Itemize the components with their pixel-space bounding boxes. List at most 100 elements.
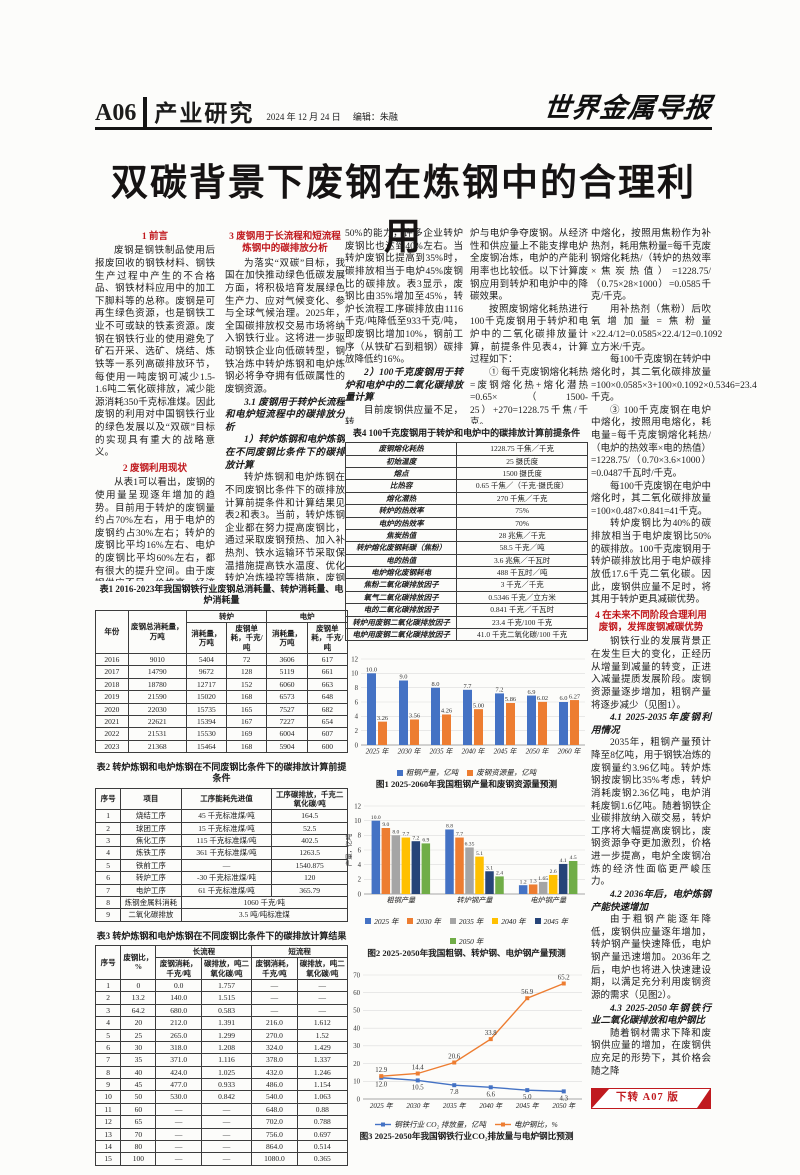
table-cell: 70% (456, 516, 588, 530)
figure-caption: 图2 2025-2050年我国粗钢、转炉钢、电炉钢产量预测 (367, 947, 566, 958)
legend-item: 2035 年 (449, 916, 483, 927)
table-cell: 654 (306, 714, 349, 729)
table-cell: 1 (94, 809, 122, 823)
table-4-block: 表4 100千克废钢用于转炉和电炉中的碳排放计算前提条件 废钢熔化耗热 1228.7… (344, 428, 588, 642)
legend-label: 2050 年 (458, 936, 484, 946)
table-cell: 1.246 (296, 1065, 349, 1080)
svg-text:2030 年: 2030 年 (398, 748, 422, 756)
table-cell: 75% (456, 504, 588, 518)
table-row: 2018 18780 12717 152 6060 663 (95, 677, 349, 692)
table-cell: — (296, 1003, 349, 1018)
data-point (525, 1088, 530, 1093)
table-cell: 1500 摄氏度 (456, 466, 588, 481)
table-cell: 120 (271, 871, 348, 885)
svg-text:33.8: 33.8 (485, 1030, 497, 1037)
table-cell: 氧气二氧化碳排放因子 (344, 590, 458, 605)
table-cell: 6 (94, 871, 122, 885)
table-cell: 167 (226, 714, 268, 729)
svg-text:10.5: 10.5 (412, 1084, 424, 1091)
svg-text:4: 4 (358, 862, 362, 869)
paragraph: 用补热剂（焦粉）后吹氧增加量=焦粉量×22.4/12=0.0585×22.4/1… (591, 304, 723, 353)
table-cell: 电炉熔化废钢耗电 (344, 565, 458, 580)
svg-text:6.6: 6.6 (487, 1091, 496, 1098)
table-cell: 5404 (185, 652, 228, 667)
table-cell: — (200, 1127, 253, 1141)
table-cell: — (155, 1102, 202, 1117)
tables-area: 表1 2016-2023年我国钢铁行业废钢总消耗量、转炉消耗量、电炉消耗量 年份废… (94, 580, 349, 1175)
svg-text:7.8: 7.8 (450, 1089, 459, 1096)
svg-text:5.0: 5.0 (523, 1094, 532, 1101)
legend-swatch (492, 918, 499, 925)
bar (367, 673, 376, 746)
table-cell: — (200, 1152, 253, 1166)
table-cell: 7 (94, 883, 122, 897)
table-cell: 0.5346 千克／立方米 (456, 590, 588, 605)
bar (475, 856, 484, 894)
table-cell: 12 (94, 1115, 122, 1129)
data-table: 年份 废钢总消耗量，万吨 转炉 电炉 消耗量，万吨 废钢单耗，千克/吨 消耗量，万吨 废钢单耗… (95, 609, 349, 754)
bar (455, 837, 464, 894)
paragraph: 随着钢材需求下降和废钢供应量的增加，在废钢供应充足的形势下，其价格会随之降 (591, 1028, 711, 1077)
section-heading: 2 废钢利用现状 (122, 463, 188, 474)
svg-text:5.00: 5.00 (473, 703, 484, 710)
table-cell: 45 千克标准煤/吨 (180, 809, 273, 823)
table-cell: 15 千克标准煤/吨 (180, 821, 273, 836)
table-cell: 2019 (95, 690, 129, 704)
table-cell: — (200, 1102, 253, 1117)
table-cell: 3.6 兆焦／千瓦时 (456, 553, 588, 568)
table-cell: 18780 (127, 677, 187, 692)
bar (527, 695, 536, 746)
svg-text:电炉钢产量: 电炉钢产量 (530, 895, 567, 904)
table-cell: 530.0 (155, 1090, 202, 1104)
legend-swatch (407, 918, 414, 925)
table-cell: 6004 (266, 727, 308, 741)
table-row: 转炉用废钢二氧化碳排放因子 23.4 千克/100 千克 (344, 615, 588, 629)
table-cell: — (251, 991, 298, 1005)
svg-text:2045 年: 2045 年 (516, 1102, 540, 1110)
table-cell: 14 (94, 1139, 122, 1154)
table-cell: 3 千克／千克 (456, 578, 588, 592)
table-row: 熔点 1500 摄氏度 (344, 466, 588, 481)
table-cell: 9 (94, 1077, 122, 1092)
subsection-heading: 4.1 2025-2035年废钢利用情况 (591, 713, 711, 736)
table-row: 7 35 371.0 1.116 378.0 1.337 (94, 1053, 349, 1067)
paragraph: 2035年，粗钢产量预计降至8亿吨，用于钢铁冶炼的废钢量约3.96亿吨。转炉炼钢… (591, 738, 711, 888)
legend-swatch (534, 918, 541, 925)
paragraph: ③ 100千克废钢在电炉中熔化，按照用电熔化，耗电量=每千克废钢熔化耗热/（电炉… (591, 405, 711, 479)
svg-text:8.8: 8.8 (446, 823, 453, 829)
table-cell: 58.5 千克／吨 (456, 541, 588, 555)
table-cell: 转炉工序 (120, 871, 182, 885)
table-cell: 烧结工序 (120, 809, 182, 823)
legend-label: 电炉钢比，% (514, 1119, 558, 1129)
paragraph: 按照废钢熔化耗热进行100千克废钢用于转炉和电炉中的二氧化碳排放量计算，前提条件… (470, 304, 588, 366)
bar (445, 829, 454, 894)
table-cell: 13 (94, 1127, 122, 1141)
issue-date: 2024 年 12 月 24 日 (266, 112, 341, 122)
table-cell: 22621 (127, 714, 187, 729)
svg-text:1.2: 1.2 (520, 879, 527, 885)
table-cell: 电炉的热效率 (344, 516, 458, 530)
table-cell: 0.514 (296, 1139, 349, 1154)
bar (371, 820, 381, 894)
column-header: 工序碳排放，千克二氧化碳/吨 (271, 787, 348, 811)
paragraph: 每100千克废钢在转炉中熔化时，其二氧化碳排放量=100×0.0585×3+10… (591, 355, 757, 404)
paragraph: 转炉炼钢和电炉炼钢在不同废钢比条件下的碳排放计算前提条件和计算结果见表2和表3。… (225, 473, 345, 581)
bar (559, 702, 568, 746)
table-cell: 3 (94, 833, 122, 848)
bar (399, 680, 408, 746)
svg-text:8: 8 (355, 685, 359, 692)
table-cell: 1540.875 (271, 858, 348, 873)
table-cell: 5 (94, 1028, 122, 1042)
table-row: 5 铁前工序 —1540.875 (94, 858, 348, 873)
table-cell: 168 (226, 690, 268, 704)
table-cell: 64.2 (120, 1003, 157, 1018)
table-cell: 35 (120, 1053, 157, 1067)
svg-text:0: 0 (358, 891, 362, 898)
table-row: 10 50 530.0 0.842 540.0 1.063 (94, 1090, 349, 1104)
paragraph: ① 每千克废钢熔化耗热=废钢熔化热+熔化潜热=0.65×（1500-25）+27… (470, 367, 588, 424)
article-title: 双碳背景下废钢在炼钢中的合理利用 (111, 163, 696, 258)
paragraph: 炉与电炉争夺废钢。从经济性和供应量上不能支撑电炉全废钢冶炼，电炉的产能利用率也比… (470, 229, 588, 303)
bar (528, 884, 538, 894)
bar (495, 875, 504, 894)
legend-item: 电炉钢比，% (495, 1119, 558, 1130)
